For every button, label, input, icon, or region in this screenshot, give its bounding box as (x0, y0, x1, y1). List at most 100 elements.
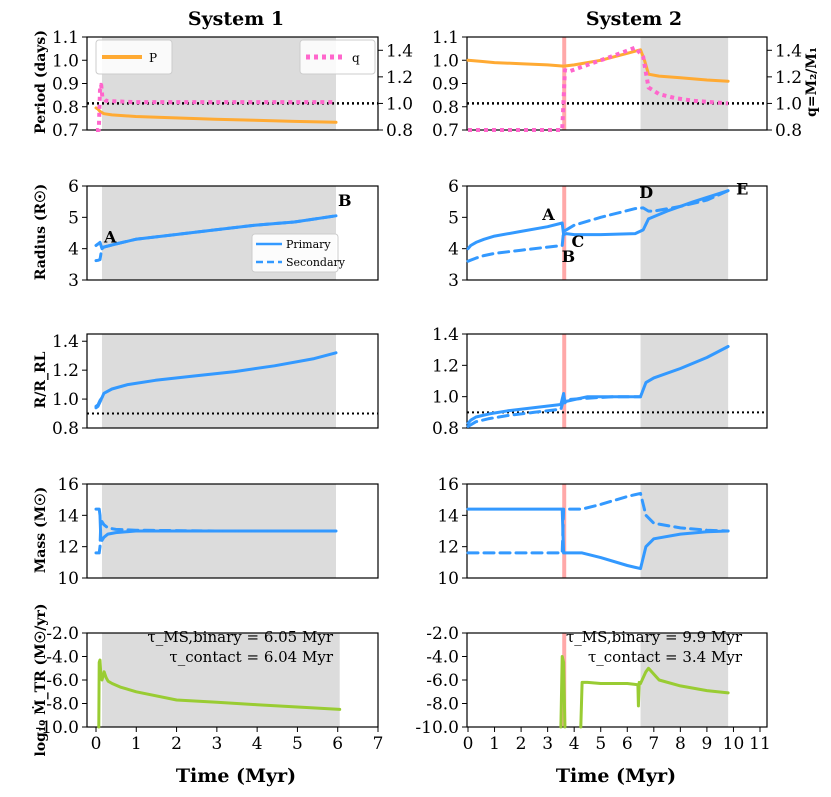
s1_mdot-xtick-label: 0 (91, 734, 102, 754)
s2_rrl-ytick-label: 1.0 (432, 388, 459, 408)
s2_mass-ytick-label: 10 (437, 569, 459, 589)
s2_mdot-xtick-label: 10 (723, 734, 745, 754)
s2_period-ytick-label: 0.8 (432, 98, 459, 118)
s2_rrl-event-band (562, 334, 567, 428)
legend-q-box (299, 39, 376, 75)
s1_mass-ytick-label: 10 (57, 569, 79, 589)
ylabel-mass: Mass (M☉) (33, 487, 49, 574)
s1_period-series-p (94, 106, 338, 124)
s1_period-ytick-right-label: 1.0 (386, 94, 413, 114)
s2_rrl-ytick-label: 1.2 (432, 356, 459, 376)
s2_radius-axes-frame (466, 185, 768, 281)
s1_mdot-xtick-label: 7 (373, 734, 384, 754)
s2_mdot-xtick-label: 8 (675, 734, 686, 754)
annotation-s2-ms: τ_MS,binary = 9.9 Myr (566, 628, 743, 646)
s1_rrl-ytick-label: 1.2 (52, 361, 79, 381)
s2_mdot-ytick-label: -8.0 (426, 695, 459, 715)
s1_period-ytick-label: 1.0 (52, 51, 79, 71)
s2_mdot-xtick-label: 11 (749, 734, 771, 754)
xlabel-system-2: Time (Myr) (556, 765, 676, 787)
s1_period-ytick-right-label: 1.4 (386, 41, 413, 61)
s1_period-ytick-label: 0.7 (52, 121, 79, 141)
s2_mdot-series-mass-transfer (579, 666, 730, 729)
s2_mdot-xtick-label: 6 (622, 734, 633, 754)
title-system-1: System 1 (188, 8, 284, 30)
s1_radius-series-secondary (94, 214, 338, 263)
s2_mdot-xtick-label: 0 (463, 734, 474, 754)
s1_period-ytick-label: 1.1 (52, 28, 79, 48)
s1_mdot-xtick-label: 6 (332, 734, 343, 754)
s2_radius-point-d: D (639, 183, 653, 202)
s2_mdot-xtick-label: 3 (542, 734, 553, 754)
s2_radius-point-e: E (736, 180, 748, 199)
s1_mass-ytick-label: 16 (57, 475, 79, 495)
s2_mdot-series-mass-transfer (559, 655, 567, 729)
s1_mdot-ytick-label: -8.0 (46, 695, 79, 715)
s2_mass-series-secondary (466, 491, 730, 555)
s2_mdot-xtick-label: 4 (569, 734, 580, 754)
s1_mdot-ytick-label: -6.0 (46, 671, 79, 691)
s2_mass-ytick-label: 14 (437, 506, 459, 526)
s2_period-ytick-label: 1.1 (432, 28, 459, 48)
s2_period-ytick-right-label: 1.4 (775, 41, 802, 61)
s2_radius-series-secondary (466, 189, 730, 263)
s1_period-ytick-right-label: 1.2 (386, 68, 413, 88)
s2_radius-shade-region (640, 186, 729, 280)
s1_period-ytick-right-label: 0.8 (386, 121, 413, 141)
s2_mdot-ytick-label: -4.0 (426, 648, 459, 668)
s2_period-ytick-right-label: 1.2 (775, 68, 802, 88)
s2_mass-ytick-label: 12 (437, 538, 459, 558)
s2_period-ytick-right-label: 0.8 (775, 121, 802, 141)
s1_rrl-shade-region (101, 334, 337, 428)
s2_period-series-p (466, 48, 730, 83)
annotation-s2-contact: τ_contact = 3.4 Myr (588, 648, 743, 666)
s1_period-ytick-label: 0.9 (52, 75, 79, 95)
s1_radius-axes-frame (86, 185, 379, 281)
xlabel-system-1: Time (Myr) (176, 765, 296, 787)
s2_mdot-xtick-label: 9 (701, 734, 712, 754)
s2_rrl-axes-frame (466, 333, 768, 429)
s2_radius-point-a: A (541, 205, 555, 224)
s2_mdot-ytick-label: -10.0 (415, 718, 459, 738)
s1_mass-ytick-label: 12 (57, 538, 79, 558)
s1_mass-series-secondary (94, 520, 338, 555)
s2_rrl-ytick-label: 0.8 (432, 419, 459, 439)
s1_mdot-xtick-label: 3 (211, 734, 222, 754)
legend-period-label: P (149, 51, 157, 65)
ylabel-rrl: R/R_RL (33, 351, 49, 408)
s2_rrl-series-secondary (466, 395, 642, 428)
s2_period-ytick-label: 0.7 (432, 121, 459, 141)
s2_period-ytick-right-label: 1.0 (775, 94, 802, 114)
s2_mdot-xtick-label: 5 (595, 734, 606, 754)
s1_rrl-series-secondary (94, 396, 104, 410)
s1_radius-ytick-label: 6 (68, 177, 79, 197)
s2_period-series-q (468, 45, 729, 132)
s2_radius-ytick-label: 4 (448, 240, 459, 260)
s1_mdot-series-mass-transfer (97, 658, 342, 729)
legend-secondary-label: Secondary (286, 256, 346, 269)
s1_rrl-ytick-label: 1.0 (52, 390, 79, 410)
s1_mdot-xtick-label: 2 (171, 734, 182, 754)
s2_radius-ytick-label: 6 (448, 177, 459, 197)
s1_radius-point-b: B (338, 191, 352, 210)
annotation-s1-ms: τ_MS,binary = 6.05 Myr (147, 628, 333, 646)
s2_mdot-xtick-label: 2 (516, 734, 527, 754)
legend-primary-label: Primary (286, 238, 331, 251)
ylabel-mdot: log₁₀ Ṁ_TR (M☉/yr) (31, 604, 49, 757)
s1_mdot-xtick-label: 4 (252, 734, 263, 754)
s2_period-event-band (562, 37, 567, 130)
annotation-s1-contact: τ_contact = 6.04 Myr (169, 648, 333, 666)
s1_period-ytick-label: 0.8 (52, 98, 79, 118)
ylabel-period: Period (days) (33, 30, 49, 134)
legend-q-label: q (352, 51, 360, 65)
s1_mdot-xtick-label: 5 (292, 734, 303, 754)
s1_radius-point-a: A (103, 228, 117, 247)
ylabel-q: q=M₂/M₁ (804, 47, 820, 117)
s1_mdot-shade-region (102, 633, 340, 727)
s2_radius-ytick-label: 3 (448, 271, 459, 291)
s2_radius-series-primary (466, 189, 730, 251)
s2_mdot-xtick-label: 1 (489, 734, 500, 754)
s1_mdot-xtick-label: 1 (131, 734, 142, 754)
s2_mass-axes-frame (466, 483, 768, 579)
